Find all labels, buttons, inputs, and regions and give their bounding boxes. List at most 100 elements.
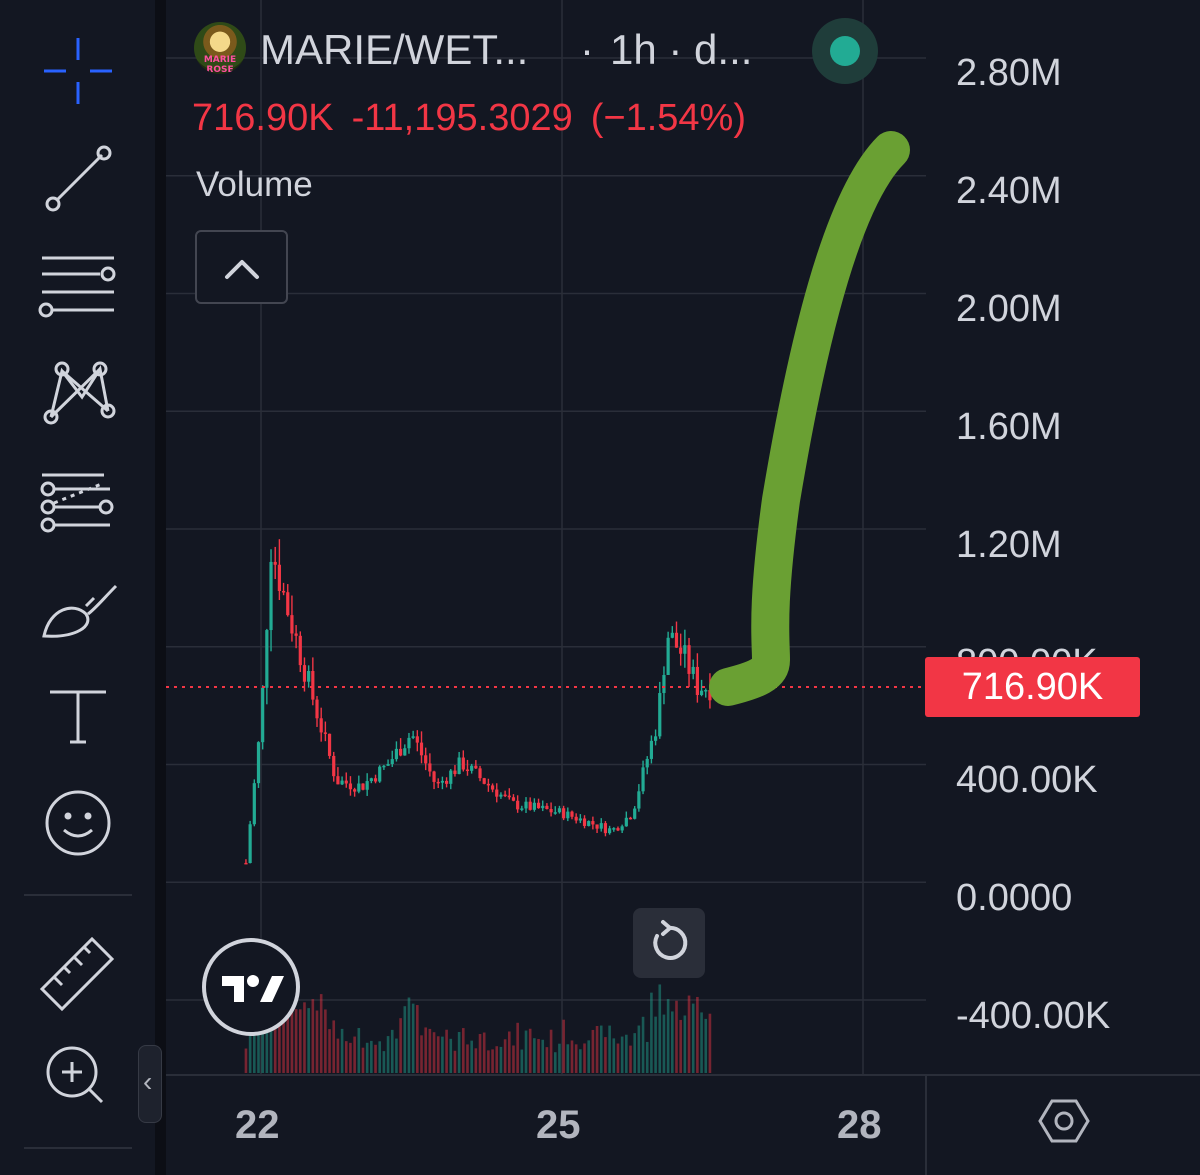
current-price-tag: 716.90K bbox=[925, 657, 1140, 717]
chart-area[interactable]: 2.80M 2.40M 2.00M 1.60M 1.20M 800.00K 40… bbox=[166, 0, 1200, 1175]
candle-body bbox=[633, 808, 637, 819]
volume-bar bbox=[370, 1040, 373, 1073]
price-scale-label: 2.40M bbox=[956, 170, 1062, 212]
volume-bar bbox=[349, 1042, 352, 1073]
candle-body bbox=[432, 771, 436, 782]
chart-settings-button[interactable] bbox=[1038, 1095, 1090, 1147]
volume-bar bbox=[336, 1038, 340, 1073]
hand-drawn-arrow bbox=[709, 131, 910, 706]
candle-body bbox=[616, 828, 620, 831]
volume-bar bbox=[495, 1046, 499, 1073]
tradingview-logo[interactable] bbox=[202, 938, 300, 1036]
candle-body bbox=[336, 776, 340, 785]
candle-body bbox=[620, 826, 624, 831]
candle-body bbox=[298, 635, 302, 666]
volume-bar bbox=[679, 1019, 682, 1073]
legend-last-price: 716.90K bbox=[192, 97, 334, 139]
toolbar-collapse-button[interactable]: ‹ bbox=[138, 1045, 162, 1123]
ruler-icon[interactable] bbox=[24, 925, 134, 1015]
candle-body bbox=[683, 645, 687, 654]
pattern-icon[interactable] bbox=[24, 345, 134, 435]
volume-bar bbox=[244, 1048, 248, 1073]
candle-body bbox=[562, 808, 566, 819]
volume-bar bbox=[528, 1028, 532, 1073]
emoji-icon[interactable] bbox=[24, 778, 134, 868]
candle-body bbox=[302, 665, 307, 682]
volume-bar bbox=[700, 1012, 703, 1073]
volume-bar bbox=[365, 1042, 369, 1073]
candle-body bbox=[528, 801, 532, 810]
volume-bar bbox=[641, 1016, 645, 1073]
candle-body bbox=[557, 808, 562, 813]
candle-body bbox=[595, 824, 599, 829]
volume-bar bbox=[512, 1045, 515, 1073]
legend-collapse-button[interactable] bbox=[195, 230, 288, 304]
candle-body bbox=[687, 645, 691, 674]
trend-line-icon[interactable] bbox=[24, 133, 134, 223]
volume-bar bbox=[399, 1018, 402, 1073]
fib-icon[interactable] bbox=[24, 455, 134, 545]
volume-bar bbox=[441, 1036, 444, 1073]
volume-bar bbox=[286, 995, 290, 1073]
candle-body bbox=[273, 561, 277, 565]
volume-bar bbox=[432, 1032, 436, 1073]
candle-body bbox=[311, 671, 315, 700]
candle-body bbox=[265, 630, 269, 688]
volume-bar bbox=[583, 1043, 586, 1073]
volume-bar bbox=[708, 1013, 712, 1073]
horizontal-lines-icon[interactable] bbox=[24, 240, 134, 330]
candle-body bbox=[708, 689, 712, 701]
candle-body bbox=[691, 666, 695, 674]
candle-body bbox=[578, 818, 582, 821]
candle-body bbox=[699, 690, 704, 695]
volume-bar bbox=[533, 1038, 536, 1073]
volume-bar bbox=[587, 1040, 591, 1073]
interval-label[interactable]: 1h · d... bbox=[610, 26, 753, 73]
volume-bar bbox=[691, 1003, 695, 1073]
candle-body bbox=[549, 809, 553, 813]
price-scale-label: 2.80M bbox=[956, 52, 1062, 94]
crosshair-icon[interactable] bbox=[24, 26, 134, 116]
candle-body bbox=[415, 736, 419, 743]
candle-body bbox=[490, 785, 495, 790]
chevron-left-icon: ‹ bbox=[143, 1066, 153, 1097]
volume-bar bbox=[650, 992, 653, 1073]
volume-bar bbox=[332, 1020, 336, 1073]
candle-body bbox=[365, 781, 369, 790]
volume-indicator-label[interactable]: Volume bbox=[196, 165, 313, 204]
candle-body bbox=[344, 780, 348, 784]
candle-body bbox=[574, 816, 578, 821]
candle-body bbox=[524, 801, 528, 809]
legend-values: 716.90K -11,195.3029 (−1.54%) bbox=[192, 96, 764, 140]
symbol-title[interactable]: MARIE/WET... bbox=[260, 26, 529, 73]
text-icon[interactable] bbox=[24, 672, 134, 762]
candle-body bbox=[641, 767, 645, 792]
candle-body bbox=[612, 828, 616, 830]
volume-bar bbox=[407, 997, 411, 1073]
price-scale-label: 1.60M bbox=[956, 406, 1062, 448]
candle-body bbox=[399, 748, 403, 756]
volume-bar bbox=[386, 1036, 390, 1073]
brush-icon[interactable] bbox=[24, 570, 134, 660]
volume-bar bbox=[445, 1029, 448, 1073]
candle-body bbox=[323, 732, 327, 734]
candle-body bbox=[281, 591, 286, 593]
volume-bar bbox=[595, 1025, 599, 1073]
candle-body bbox=[553, 812, 557, 814]
price-scale-label: -400.00K bbox=[956, 995, 1111, 1037]
volume-bar bbox=[549, 1029, 553, 1073]
candle-body bbox=[369, 778, 373, 782]
candle-body bbox=[390, 759, 394, 765]
candles bbox=[244, 539, 712, 865]
volume-bar bbox=[629, 1045, 632, 1073]
tradingview-logo-icon bbox=[222, 975, 284, 1002]
volume-bar bbox=[604, 1037, 607, 1073]
zoom-in-icon[interactable] bbox=[24, 1032, 134, 1122]
candle-body bbox=[603, 823, 608, 834]
candle-body bbox=[511, 797, 516, 801]
candle-body bbox=[532, 802, 536, 810]
reset-chart-button[interactable] bbox=[633, 908, 705, 978]
candle-body bbox=[545, 805, 549, 810]
candle-body bbox=[624, 817, 628, 827]
volume-bar bbox=[545, 1047, 549, 1073]
